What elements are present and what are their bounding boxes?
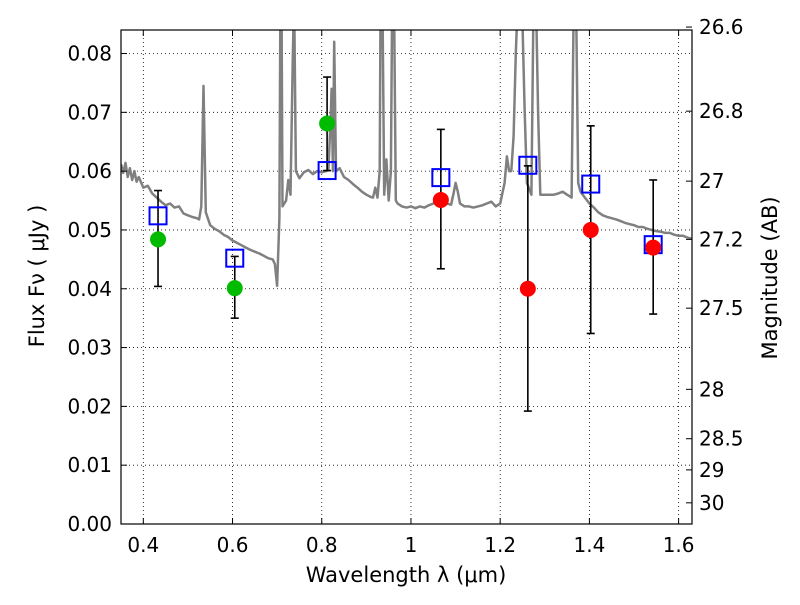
observed-flux-point: [319, 115, 336, 132]
y-axis-title: Flux Fν ( μJy ): [25, 205, 49, 348]
model-spectrum-line: [121, 30, 692, 288]
y-tick-label: 0.00: [67, 512, 112, 536]
plot-frame: [120, 29, 693, 525]
model-flux-square: [431, 168, 451, 188]
y-tick-label: 0.01: [67, 453, 112, 477]
model-flux-square: [518, 155, 538, 175]
x-tick-label: 1.2: [484, 533, 516, 557]
y2-tick-label: 28.5: [699, 427, 744, 451]
plot-area: [121, 30, 692, 412]
y2-tick-label: 27: [699, 169, 724, 193]
y-tick-label: 0.07: [67, 100, 112, 124]
observed-flux-point: [432, 191, 449, 208]
observed-flux-point: [519, 280, 536, 297]
observed-flux-point: [582, 221, 599, 238]
y2-tick-label: 26.8: [699, 99, 744, 123]
x-tick-label: 1.4: [573, 533, 605, 557]
y2-tick-label: 27.2: [699, 227, 744, 251]
observed-flux-point: [150, 231, 167, 248]
x-tick-label: 1: [405, 533, 418, 557]
model-flux-square: [225, 248, 245, 268]
model-flux-square: [317, 161, 337, 181]
observed-flux-point: [226, 280, 243, 297]
y2-axis-title: Magnitude (AB): [758, 196, 782, 359]
axes: [120, 26, 693, 525]
y-tick-label: 0.05: [67, 218, 112, 242]
x-tick-label: 0.8: [306, 533, 338, 557]
model-flux-square: [148, 206, 168, 226]
x-tick-label: 0.4: [127, 533, 159, 557]
x-tick-label: 0.6: [217, 533, 249, 557]
observed-flux-point: [645, 239, 662, 256]
y-tick-label: 0.06: [67, 159, 112, 183]
x-tick-label: 1.6: [663, 533, 695, 557]
y-tick-label: 0.04: [67, 277, 112, 301]
y2-tick-label: 28: [699, 377, 724, 401]
tick-labels: 0.4 0.6 0.8 1 1.2 1.4 1.6 0.00 0.01 0.02 0.03 0.04 0…: [67, 15, 743, 557]
y-tick-label: 0.02: [67, 394, 112, 418]
y2-tick-label: 29: [699, 458, 724, 482]
y2-tick-label: 26.6: [699, 15, 744, 39]
model-flux-square: [581, 174, 601, 194]
y-tick-label: 0.08: [67, 42, 112, 66]
x-axis-title: Wavelength λ (μm): [306, 563, 507, 587]
y2-tick-label: 27.5: [699, 296, 744, 320]
y-tick-label: 0.03: [67, 336, 112, 360]
y2-tick-label: 30: [699, 491, 724, 515]
